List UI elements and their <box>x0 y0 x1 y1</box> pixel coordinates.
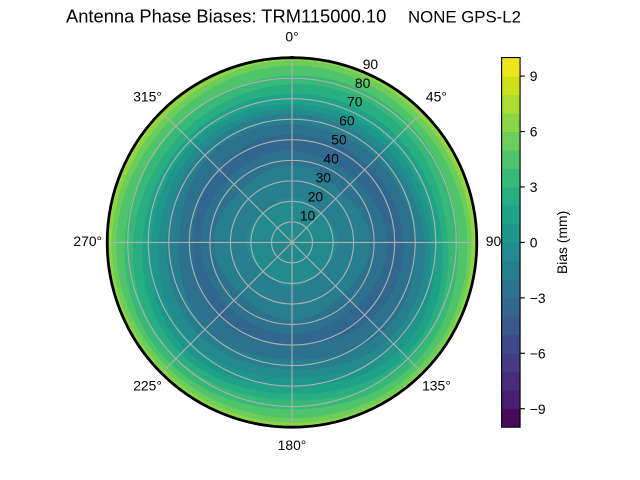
svg-text:Bias (mm): Bias (mm) <box>554 211 570 274</box>
svg-text:80: 80 <box>355 75 371 91</box>
svg-text:0: 0 <box>530 234 538 250</box>
svg-text:225°: 225° <box>133 377 162 393</box>
svg-text:135°: 135° <box>422 377 451 393</box>
svg-text:315°: 315° <box>133 89 162 105</box>
svg-text:NONE GPS-L2: NONE GPS-L2 <box>408 8 521 27</box>
svg-text:0°: 0° <box>285 29 298 45</box>
svg-text:70: 70 <box>347 94 363 110</box>
svg-text:Antenna Phase Biases: TRM11500: Antenna Phase Biases: TRM115000.10 <box>66 6 386 27</box>
svg-text:3: 3 <box>530 179 538 195</box>
svg-text:90: 90 <box>363 56 379 72</box>
svg-text:60: 60 <box>339 113 355 129</box>
svg-text:45°: 45° <box>426 89 447 105</box>
svg-text:270°: 270° <box>73 233 102 249</box>
svg-text:10: 10 <box>300 208 316 224</box>
svg-text:−3: −3 <box>530 290 546 306</box>
svg-text:6: 6 <box>530 124 538 140</box>
svg-text:−6: −6 <box>530 345 546 361</box>
svg-text:20: 20 <box>308 189 324 205</box>
svg-text:−9: −9 <box>530 401 546 417</box>
svg-text:30: 30 <box>316 170 332 186</box>
svg-text:50: 50 <box>331 132 347 148</box>
svg-text:180°: 180° <box>278 437 307 453</box>
svg-text:40: 40 <box>323 151 339 167</box>
svg-text:9: 9 <box>530 68 538 84</box>
